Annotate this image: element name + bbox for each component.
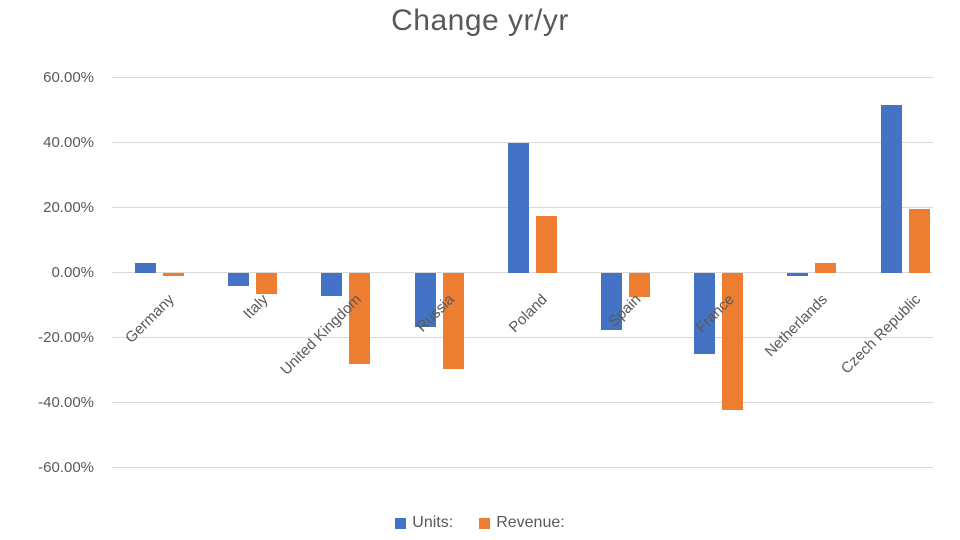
bar-revenue-germany — [163, 273, 184, 277]
x-axis-label-poland: Poland — [505, 291, 551, 337]
legend-item-revenue: Revenue: — [479, 514, 565, 532]
bar-units-russia — [414, 273, 436, 327]
bar-units-netherlands — [787, 273, 809, 277]
y-axis-tick-label: 20.00% — [43, 198, 94, 216]
gridline--20 — [112, 337, 933, 338]
bar-revenue-russia — [442, 273, 464, 369]
bar-revenue-czech-republic — [908, 209, 930, 273]
bar-revenue-poland — [535, 215, 557, 273]
chart-title: Change yr/yr — [391, 4, 569, 37]
bar-units-spain — [601, 273, 622, 330]
legend-swatch-revenue — [479, 517, 491, 529]
gridline--40 — [112, 402, 933, 403]
y-axis-tick-label: -40.00% — [38, 393, 94, 411]
gridline--60 — [112, 467, 933, 468]
bar-revenue-netherlands — [815, 262, 837, 273]
bar-units-united-kingdom — [321, 273, 343, 296]
legend-label-revenue: Revenue: — [496, 514, 565, 531]
legend-label-units: Units: — [412, 514, 454, 531]
bar-revenue-italy — [256, 273, 278, 295]
legend-item-units: Units: — [395, 514, 453, 532]
bar-units-czech-republic — [880, 105, 902, 273]
bar-units-poland — [507, 142, 529, 273]
x-axis-label-germany: Germany — [122, 291, 179, 347]
legend: Units: Revenue: — [0, 514, 960, 532]
y-axis-tick-label: 40.00% — [43, 133, 94, 151]
x-axis-label-czech-republic: Czech Republic — [837, 291, 924, 378]
bar-revenue-france — [722, 273, 744, 410]
bar-units-italy — [228, 273, 250, 286]
gridline-0 — [112, 272, 933, 273]
x-axis-label-netherlands: Netherlands — [761, 291, 831, 361]
legend-swatch-units — [395, 517, 407, 529]
y-axis-tick-label: -20.00% — [38, 328, 94, 346]
bar-units-germany — [135, 262, 156, 273]
bar-units-france — [694, 273, 716, 355]
y-axis-tick-label: -60.00% — [38, 458, 94, 476]
y-axis-tick-label: 0.00% — [51, 263, 94, 281]
y-axis-tick-label: 60.00% — [43, 68, 94, 86]
x-axis-label-italy: Italy — [239, 291, 272, 323]
bar-revenue-spain — [629, 273, 650, 298]
bar-revenue-united-kingdom — [349, 273, 371, 364]
gridline-60 — [112, 77, 933, 78]
